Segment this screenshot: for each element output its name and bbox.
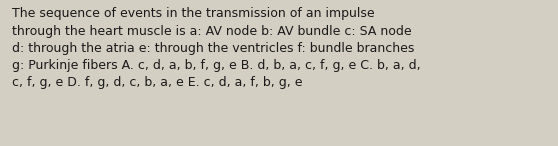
Text: The sequence of events in the transmission of an impulse
through the heart muscl: The sequence of events in the transmissi… <box>12 7 421 89</box>
